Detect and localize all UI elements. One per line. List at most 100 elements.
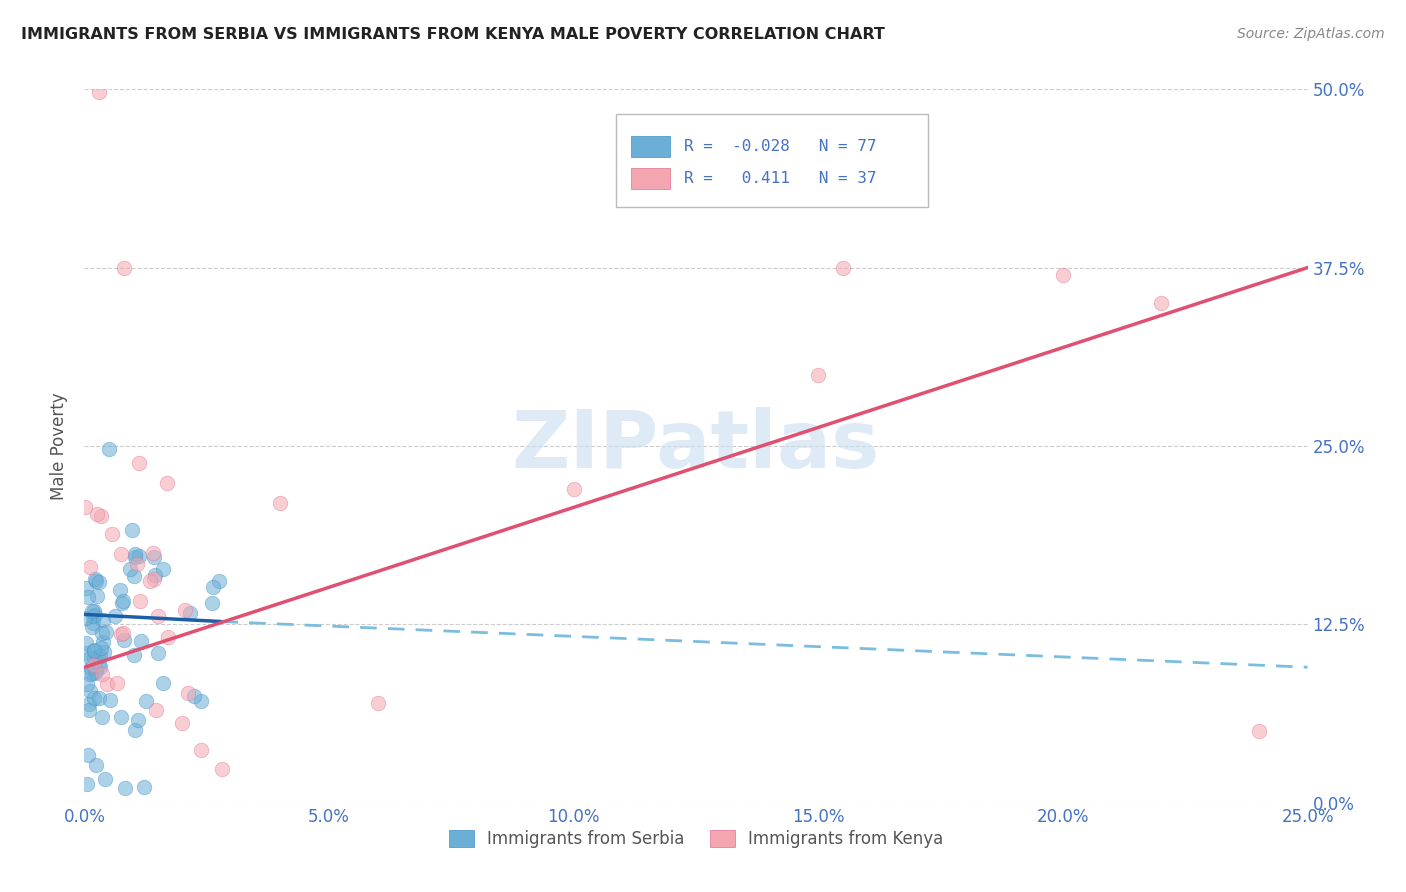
- Point: [79, 667, 101, 681]
- Point: [89, 660, 111, 674]
- Point: [112, 260, 135, 275]
- Point: [79, 684, 101, 698]
- Legend: Immigrants from Serbia, Immigrants from Kenya: Immigrants from Serbia, Immigrants from …: [441, 823, 950, 855]
- Point: [94, 772, 117, 786]
- Point: [79, 559, 101, 574]
- Text: IMMIGRANTS FROM SERBIA VS IMMIGRANTS FROM KENYA MALE POVERTY CORRELATION CHART: IMMIGRANTS FROM SERBIA VS IMMIGRANTS FRO…: [21, 27, 884, 42]
- Point: [75, 635, 97, 649]
- Point: [83, 644, 105, 658]
- Point: [111, 596, 134, 610]
- Y-axis label: Male Poverty: Male Poverty: [51, 392, 69, 500]
- Point: [1247, 724, 1270, 739]
- Point: [77, 590, 100, 604]
- Point: [142, 572, 165, 586]
- Point: [127, 713, 149, 727]
- Point: [89, 649, 111, 664]
- Point: [110, 627, 132, 641]
- Point: [94, 625, 117, 640]
- Bar: [631, 168, 671, 189]
- Point: [76, 747, 98, 762]
- Point: [90, 640, 112, 655]
- Point: [79, 661, 101, 675]
- Point: [93, 645, 115, 659]
- Point: [124, 723, 146, 737]
- Point: [91, 710, 114, 724]
- Point: [80, 604, 103, 618]
- Point: [82, 608, 104, 623]
- Bar: [631, 136, 671, 157]
- Point: [96, 677, 118, 691]
- Point: [177, 686, 200, 700]
- Text: R =   0.411   N = 37: R = 0.411 N = 37: [683, 171, 876, 186]
- Point: [83, 604, 105, 618]
- Point: [124, 547, 146, 561]
- Point: [80, 619, 103, 633]
- Point: [125, 557, 148, 571]
- Point: [128, 549, 150, 563]
- Point: [77, 697, 100, 711]
- Point: [87, 657, 110, 672]
- Point: [156, 475, 179, 490]
- Point: [128, 594, 150, 608]
- Point: [170, 715, 193, 730]
- Point: [73, 500, 96, 514]
- Point: [156, 630, 179, 644]
- Point: [201, 596, 224, 610]
- Point: [83, 642, 105, 657]
- Text: ZIPatlas: ZIPatlas: [512, 407, 880, 485]
- Point: [83, 573, 105, 587]
- Point: [562, 482, 585, 496]
- Point: [91, 625, 114, 640]
- Point: [831, 260, 853, 275]
- Point: [77, 702, 100, 716]
- Point: [179, 606, 201, 620]
- Point: [79, 651, 101, 665]
- Point: [83, 657, 105, 672]
- Text: R =  -0.028   N = 77: R = -0.028 N = 77: [683, 139, 876, 153]
- Point: [121, 523, 143, 537]
- Point: [82, 616, 104, 631]
- Point: [80, 666, 103, 681]
- Point: [190, 742, 212, 756]
- Point: [146, 646, 169, 660]
- Point: [75, 581, 97, 595]
- Text: Source: ZipAtlas.com: Source: ZipAtlas.com: [1237, 27, 1385, 41]
- Point: [202, 580, 225, 594]
- Point: [73, 611, 96, 625]
- Point: [1150, 296, 1173, 310]
- Point: [114, 780, 136, 795]
- Point: [367, 696, 389, 710]
- Point: [84, 664, 107, 678]
- Point: [1052, 268, 1074, 282]
- Point: [211, 762, 233, 776]
- Point: [111, 594, 134, 608]
- Point: [76, 777, 98, 791]
- Point: [152, 675, 174, 690]
- Point: [129, 634, 152, 648]
- Point: [86, 589, 108, 603]
- Point: [104, 608, 127, 623]
- Point: [142, 546, 165, 560]
- Point: [152, 562, 174, 576]
- Point: [87, 575, 110, 590]
- Point: [105, 675, 128, 690]
- Point: [86, 649, 108, 664]
- Point: [148, 608, 170, 623]
- Point: [100, 527, 122, 541]
- Point: [84, 666, 107, 681]
- Point: [122, 648, 145, 662]
- Point: [124, 568, 146, 582]
- Point: [100, 693, 122, 707]
- Point: [91, 613, 114, 627]
- Point: [139, 574, 162, 588]
- Point: [97, 442, 120, 456]
- Point: [110, 547, 132, 561]
- Point: [128, 457, 150, 471]
- Point: [135, 694, 157, 708]
- Point: [91, 667, 114, 681]
- Point: [143, 550, 166, 565]
- Point: [112, 632, 135, 647]
- FancyBboxPatch shape: [616, 114, 928, 207]
- Point: [90, 508, 112, 523]
- Point: [120, 561, 142, 575]
